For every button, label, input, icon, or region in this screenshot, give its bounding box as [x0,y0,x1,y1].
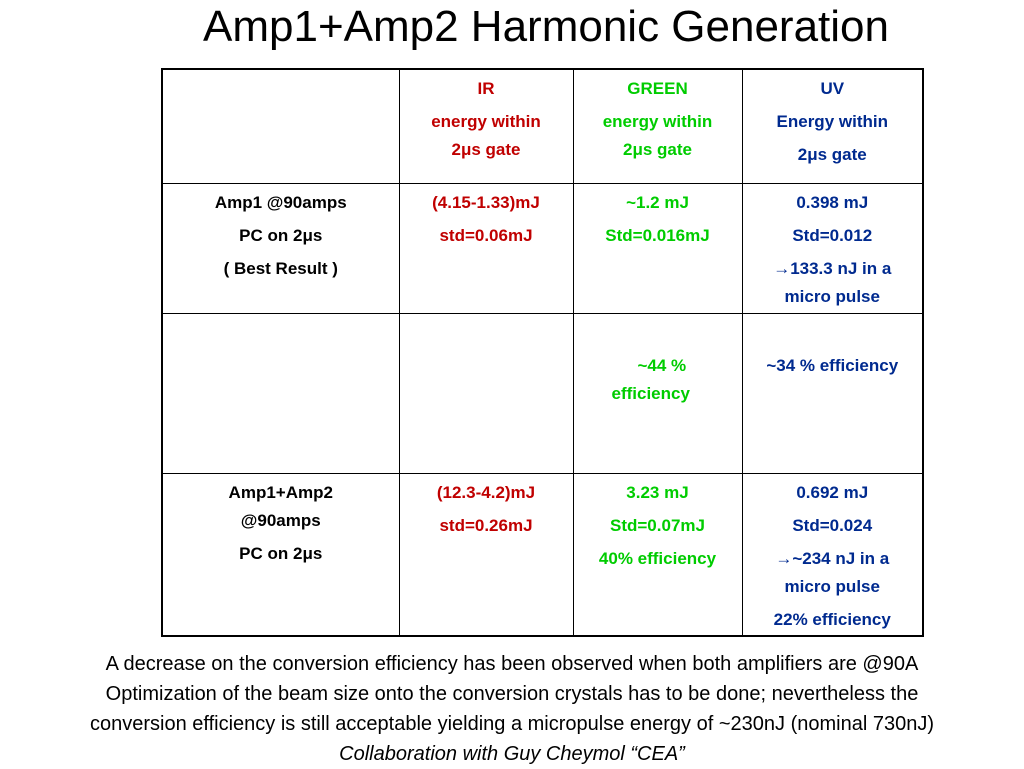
efficiency-green-cell: ~44 % efficiency [572,312,743,474]
arrow-icon: → [773,258,791,278]
uv-micropulse-line: →133.3 nJ in a [747,259,919,279]
amp1-row: Amp1 @90amps PC on 2μs ( Best Result ) (… [161,182,924,314]
green-header-line: 2μs gate [623,140,692,159]
amp1-amp2-label-cell: Amp1+Amp2 @90amps PC on 2μs [161,472,400,637]
row-label-line: PC on 2μs [239,225,323,245]
amp1-uv-cell: 0.398 mJ Std=0.012 →133.3 nJ in a micro … [741,182,924,314]
uv-std-value: Std=0.012 [792,225,873,245]
uv-header-label: UV [820,79,845,98]
ir-header-line: 2μs gate [451,140,521,159]
green-header-line: energy within [602,112,713,131]
green-header-label: GREEN [627,79,688,98]
uv-micropulse-text: ~234 nJ in a [792,548,890,568]
amp1-amp2-green-cell: 3.23 mJ Std=0.07mJ 40% efficiency [572,472,743,637]
uv-header-cell: UV Energy within 2μs gate [741,68,924,184]
green-energy-value: 3.23 mJ [626,482,689,502]
green-std-value: Std=0.016mJ [605,225,710,245]
green-efficiency-line: efficiency [611,383,690,403]
uv-energy-value: 0.398 mJ [796,192,869,212]
amp1-green-cell: ~1.2 mJ Std=0.016mJ [572,182,743,314]
row-label-line: PC on 2μs [239,543,323,563]
uv-efficiency-value: ~34 % efficiency [766,355,899,375]
green-efficiency-line: ~44 % [637,355,687,375]
efficiency-row: ~44 % efficiency ~34 % efficiency [161,312,924,474]
corner-cell [161,68,400,184]
ir-header-label: IR [477,79,495,98]
ir-energy-value: (4.15-1.33)mJ [432,192,540,212]
uv-micropulse-text: 133.3 nJ in a [790,258,892,278]
header-row: IR energy within 2μs gate GREEN energy w… [161,68,924,184]
amp1-ir-cell: (4.15-1.33)mJ std=0.06mJ [398,182,574,314]
ir-header-line: energy within [431,112,541,131]
slide-title: Amp1+Amp2 Harmonic Generation [203,2,889,51]
uv-energy-value: 0.692 mJ [796,482,869,502]
uv-micropulse-line: micro pulse [784,576,880,596]
uv-efficiency-value: 22% efficiency [773,609,891,629]
uv-micropulse-line: micro pulse [784,286,880,306]
amp1-amp2-uv-cell: 0.692 mJ Std=0.024 →~234 nJ in a micro p… [741,472,924,637]
uv-std-value: Std=0.024 [792,515,873,535]
row-label-line: @90amps [240,510,321,530]
uv-header-line: Energy within [776,112,888,131]
footer-line: Optimization of the beam size onto the c… [105,683,919,705]
results-table: IR energy within 2μs gate GREEN energy w… [161,68,924,637]
uv-header-line: 2μs gate [797,145,867,164]
amp1-amp2-ir-cell: (12.3-4.2)mJ std=0.26mJ [398,472,574,637]
footer-line: conversion efficiency is still acceptabl… [90,713,934,735]
row-label-line: Amp1 @90amps [214,192,347,212]
footer-line: A decrease on the conversion efficiency … [105,653,919,675]
green-std-value: Std=0.07mJ [610,515,705,535]
uv-micropulse-line: →~234 nJ in a [747,549,919,569]
ir-header-cell: IR energy within 2μs gate [398,68,574,184]
arrow-icon: → [775,548,793,568]
amp1-label-cell: Amp1 @90amps PC on 2μs ( Best Result ) [161,182,400,314]
efficiency-label-cell [161,312,400,474]
green-efficiency-value: 40% efficiency [598,548,717,568]
efficiency-uv-cell: ~34 % efficiency [741,312,924,474]
green-header-cell: GREEN energy within 2μs gate [572,68,743,184]
green-energy-value: ~1.2 mJ [626,192,689,212]
efficiency-ir-cell [398,312,574,474]
footer-notes: A decrease on the conversion efficiency … [0,649,1024,769]
ir-std-value: std=0.26mJ [439,515,533,535]
row-label-line: ( Best Result ) [223,258,338,278]
row-label-line: Amp1+Amp2 [228,482,333,502]
ir-energy-value: (12.3-4.2)mJ [436,482,536,502]
ir-std-value: std=0.06mJ [439,225,533,245]
collaboration-credit: Collaboration with Guy Cheymol “CEA” [339,743,685,765]
amp1-amp2-row: Amp1+Amp2 @90amps PC on 2μs (12.3-4.2)mJ… [161,472,924,637]
